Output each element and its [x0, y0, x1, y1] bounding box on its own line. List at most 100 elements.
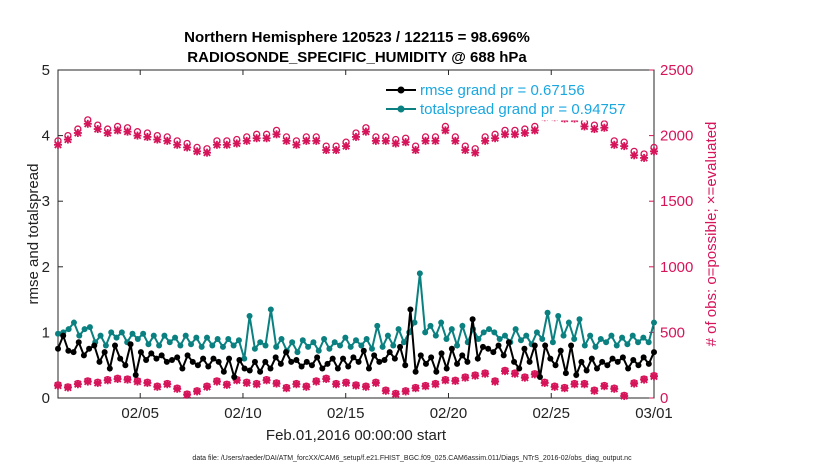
- totalspread-point: [118, 329, 125, 336]
- rmse-point: [65, 347, 72, 354]
- totalspread-point: [400, 339, 407, 346]
- totalspread-point: [555, 313, 562, 319]
- rmse-point: [132, 372, 139, 379]
- totalspread-point: [368, 345, 375, 352]
- obs-evaluated-marker: [73, 128, 82, 137]
- rmse-point: [651, 349, 657, 356]
- obs-evaluated-marker: [461, 146, 470, 155]
- totalspread-point: [565, 319, 572, 326]
- obs-evaluated-marker: [332, 380, 341, 389]
- obs-evaluated-marker: [520, 128, 529, 137]
- right-tick-label: 500: [660, 324, 685, 341]
- totalspread-point: [629, 332, 636, 339]
- totalspread-point: [65, 326, 72, 333]
- obs-evaluated-marker: [203, 382, 211, 391]
- totalspread-point: [267, 306, 274, 313]
- totalspread-point: [241, 355, 248, 362]
- rmse-point: [495, 342, 502, 349]
- obs-evaluated-marker: [212, 377, 221, 386]
- y-axis-label-right: # of obs: o=possible; ×=evaluated: [703, 122, 720, 347]
- rmse-point: [547, 355, 554, 362]
- rmse-point: [340, 355, 347, 362]
- obs-evaluated-marker: [113, 126, 122, 135]
- rmse-point: [137, 349, 144, 356]
- totalspread-point: [608, 332, 615, 339]
- obs-evaluated-marker: [411, 384, 420, 393]
- right-axis-ticks: 0 500 1000 1500 2000 2500: [649, 62, 693, 407]
- totalspread-point: [502, 332, 508, 339]
- obs-evaluated-marker: [63, 383, 72, 392]
- totalspread-point: [273, 343, 280, 350]
- totalspread-point: [517, 337, 524, 344]
- obs-evaluated-marker: [262, 376, 271, 385]
- rmse-point: [148, 350, 155, 357]
- obs-evaluated-marker: [510, 130, 519, 139]
- rmse-point: [324, 360, 331, 367]
- obs-evaluated-marker: [143, 378, 152, 387]
- rmse-point: [210, 355, 217, 362]
- obs-evaluated-marker: [163, 380, 172, 389]
- x-tick-label: 03/01: [635, 405, 673, 422]
- totalspread-point: [454, 342, 461, 349]
- y-axis-label-left: rmse and totalspread: [25, 164, 42, 305]
- rmse-point: [500, 352, 507, 359]
- x-tick-label: 02/10: [224, 405, 262, 422]
- rmse-point: [262, 358, 269, 365]
- rmse-point: [329, 355, 336, 362]
- obs-evaluated-marker: [491, 377, 500, 386]
- rmse-series: [55, 306, 657, 381]
- totalspread-point: [70, 319, 77, 326]
- rmse-point: [433, 368, 440, 375]
- obs-evaluated-marker: [203, 148, 211, 157]
- obs-evaluated-marker: [520, 373, 529, 382]
- totalspread-point: [76, 332, 83, 339]
- rmse-point: [80, 352, 87, 359]
- obs-evaluated-marker: [580, 122, 589, 131]
- totalspread-point: [560, 332, 567, 339]
- rmse-point: [174, 354, 181, 361]
- obs-evaluated-marker: [242, 378, 251, 387]
- rmse-point: [485, 345, 492, 352]
- rmse-point: [443, 365, 450, 372]
- rmse-point: [169, 356, 176, 363]
- rmse-point: [578, 358, 585, 365]
- obs-evaluated-marker: [143, 132, 152, 141]
- obs-evaluated-marker: [352, 132, 360, 141]
- rmse-point: [106, 365, 113, 372]
- totalspread-point: [491, 329, 498, 336]
- obs-evaluated-marker: [133, 377, 142, 386]
- rmse-point: [464, 358, 471, 365]
- rmse-point: [112, 342, 119, 349]
- obs-evaluated-marker: [183, 390, 192, 399]
- totalspread-point: [150, 332, 157, 339]
- rmse-point: [599, 358, 606, 365]
- totalspread-point: [581, 342, 588, 349]
- obs-evaluated-marker: [610, 384, 619, 393]
- obs-evaluated-marker: [153, 382, 162, 391]
- rmse-point: [542, 342, 549, 349]
- obs-evaluated-marker: [123, 375, 132, 384]
- obs-evaluated-marker: [640, 375, 649, 384]
- obs-evaluated-marker: [232, 139, 241, 148]
- obs-evaluated-marker: [620, 142, 629, 151]
- totalspread-point: [145, 341, 152, 348]
- obs-evaluated-marker: [580, 380, 589, 389]
- totalspread-point: [278, 335, 285, 342]
- rmse-point: [314, 354, 321, 361]
- rmse-point: [521, 345, 528, 352]
- rmse-point: [536, 374, 543, 381]
- obs-evaluated-marker: [401, 138, 410, 147]
- obs-evaluated-marker: [550, 382, 559, 391]
- rmse-point: [288, 358, 295, 365]
- totalspread-point: [55, 330, 61, 337]
- obs-evaluated-marker: [242, 136, 251, 145]
- obs-evaluated-marker: [322, 374, 331, 383]
- rmse-point: [184, 352, 191, 359]
- left-tick-label: 3: [42, 193, 50, 210]
- obs-evaluated-marker: [590, 125, 599, 134]
- rmse-point: [117, 355, 124, 362]
- left-tick-label: 2: [42, 259, 50, 276]
- totalspread-point: [427, 322, 434, 329]
- rmse-point: [127, 341, 134, 348]
- totalspread-point: [613, 342, 620, 349]
